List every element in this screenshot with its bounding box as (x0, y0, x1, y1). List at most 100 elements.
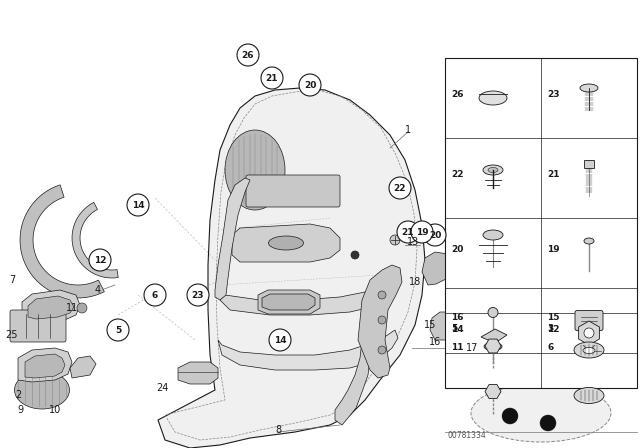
Circle shape (269, 329, 291, 351)
Polygon shape (485, 384, 501, 398)
Polygon shape (335, 340, 370, 425)
Text: 20: 20 (451, 245, 463, 254)
Text: 21: 21 (547, 170, 559, 179)
FancyBboxPatch shape (584, 160, 594, 168)
Ellipse shape (584, 238, 594, 244)
Text: 12: 12 (93, 255, 106, 264)
Text: 20: 20 (304, 81, 316, 90)
Text: 15: 15 (424, 320, 436, 330)
Circle shape (187, 284, 209, 306)
Text: 11: 11 (451, 343, 463, 352)
Circle shape (411, 221, 433, 243)
Polygon shape (25, 354, 65, 378)
Text: 19: 19 (416, 228, 428, 237)
Circle shape (107, 319, 129, 341)
Text: 5: 5 (115, 326, 121, 335)
Text: 19: 19 (547, 245, 559, 254)
Text: 23: 23 (547, 90, 559, 99)
Circle shape (378, 316, 386, 324)
Circle shape (77, 303, 87, 313)
Text: 23: 23 (192, 290, 204, 300)
Text: 14: 14 (132, 201, 144, 210)
Polygon shape (430, 312, 455, 340)
Text: 7: 7 (9, 275, 15, 285)
Polygon shape (218, 330, 398, 370)
Polygon shape (258, 290, 320, 314)
Circle shape (144, 284, 166, 306)
Polygon shape (215, 178, 250, 300)
Ellipse shape (269, 236, 303, 250)
Ellipse shape (471, 384, 611, 442)
Text: 26: 26 (242, 51, 254, 60)
Polygon shape (422, 252, 452, 285)
Text: 11: 11 (66, 303, 78, 313)
Text: 16: 16 (451, 313, 463, 322)
Ellipse shape (574, 342, 604, 358)
Text: 6: 6 (152, 290, 158, 300)
Circle shape (424, 224, 446, 246)
Polygon shape (22, 290, 80, 324)
Text: 24: 24 (156, 383, 168, 393)
Circle shape (351, 251, 359, 259)
Polygon shape (232, 224, 340, 262)
Text: 8: 8 (275, 425, 281, 435)
Text: 3: 3 (547, 324, 553, 333)
Circle shape (584, 328, 594, 338)
Polygon shape (28, 296, 74, 319)
Polygon shape (579, 321, 600, 345)
Text: 16: 16 (429, 337, 441, 347)
Polygon shape (158, 88, 425, 448)
Circle shape (540, 415, 556, 431)
Ellipse shape (577, 345, 601, 357)
Text: 18: 18 (409, 277, 421, 287)
Polygon shape (358, 265, 402, 378)
Polygon shape (220, 285, 395, 315)
Ellipse shape (580, 84, 598, 92)
Text: 10: 10 (49, 405, 61, 415)
Text: 00781334: 00781334 (447, 431, 486, 440)
Polygon shape (72, 202, 118, 278)
Text: 5: 5 (451, 324, 457, 333)
Text: 26: 26 (451, 90, 463, 99)
Text: 1: 1 (405, 125, 411, 135)
Polygon shape (462, 342, 488, 370)
Polygon shape (178, 362, 218, 384)
Ellipse shape (583, 348, 595, 353)
Text: 14: 14 (274, 336, 286, 345)
Text: 15: 15 (547, 313, 559, 322)
Text: 4: 4 (95, 285, 101, 295)
Circle shape (488, 307, 498, 318)
Ellipse shape (390, 235, 400, 245)
Text: 21: 21 (402, 228, 414, 237)
Circle shape (397, 221, 419, 243)
FancyBboxPatch shape (575, 310, 603, 331)
Circle shape (299, 74, 321, 96)
Polygon shape (485, 339, 501, 353)
Polygon shape (70, 356, 96, 378)
Text: 13: 13 (407, 237, 419, 247)
FancyBboxPatch shape (246, 175, 340, 207)
Polygon shape (481, 329, 507, 343)
FancyBboxPatch shape (10, 310, 66, 342)
Ellipse shape (15, 371, 70, 409)
Circle shape (237, 44, 259, 66)
Text: 14: 14 (451, 325, 463, 334)
Ellipse shape (484, 343, 502, 350)
Text: 25: 25 (6, 330, 19, 340)
Polygon shape (262, 294, 315, 310)
FancyBboxPatch shape (445, 58, 637, 388)
Ellipse shape (488, 168, 498, 172)
Circle shape (502, 408, 518, 424)
Circle shape (389, 177, 411, 199)
Circle shape (261, 67, 283, 89)
Ellipse shape (479, 91, 507, 105)
Text: 2: 2 (15, 390, 21, 400)
Text: 17: 17 (466, 343, 478, 353)
Polygon shape (18, 348, 72, 382)
Text: 22: 22 (394, 184, 406, 193)
Text: 6: 6 (547, 343, 553, 352)
Circle shape (378, 291, 386, 299)
Circle shape (378, 346, 386, 354)
Circle shape (127, 194, 149, 216)
Ellipse shape (574, 388, 604, 404)
